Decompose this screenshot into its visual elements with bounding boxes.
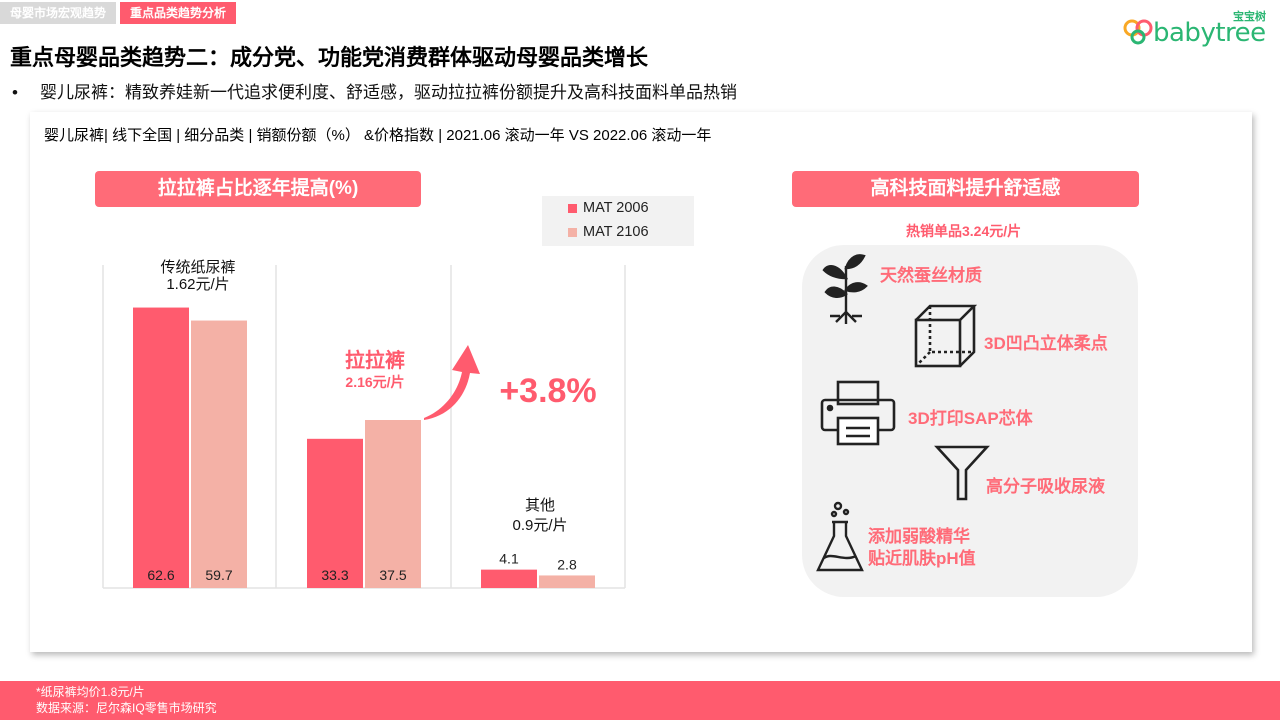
flask-icon [816, 501, 864, 572]
feature-ph-line2: 贴近肌肤pH值 [868, 549, 976, 568]
legend-item-mat2106: MAT 2106 [542, 220, 694, 244]
legend-swatch-mat2106 [568, 227, 577, 237]
hot-item-label: 热销单品3.24元/片 [906, 223, 1022, 239]
legend-label-mat2106: MAT 2106 [583, 224, 649, 240]
footer-note: *纸尿裤均价1.8元/片 [36, 685, 145, 699]
legend-item-mat2006: MAT 2006 [542, 196, 694, 220]
logo-mark-icon [1123, 19, 1153, 45]
legend-label-mat2006: MAT 2006 [583, 200, 649, 216]
logo-brand-text: babytree [1153, 18, 1266, 48]
tab-category-analysis[interactable]: 重点品类趋势分析 [120, 2, 237, 24]
bullet-text: 婴儿尿裤：精致养娃新一代追求便利度、舒适感，驱动拉拉裤份额提升及高科技面料单品热… [39, 83, 737, 102]
funnel-icon [934, 445, 990, 501]
right-section-pill: 高科技面料提升舒适感 [792, 171, 1139, 207]
chart-subtitle: 婴儿尿裤| 线下全国 | 细分品类 | 销额份额（%） &价格指数 | 2021… [44, 127, 712, 144]
babytree-logo: babytree 宝宝树 [1123, 8, 1268, 48]
feature-3d-sap: 3D打印SAP芯体 [908, 409, 1033, 428]
bullet-point: • 婴儿尿裤：精致养娃新一代追求便利度、舒适感，驱动拉拉裤份额提升及高科技面料单品… [12, 78, 737, 103]
feature-absorb: 高分子吸收尿液 [986, 477, 1105, 496]
footer-source: 数据来源：尼尔森IQ零售市场研究 [36, 701, 217, 715]
bullet-dot: • [12, 83, 18, 102]
feature-silk: 天然蚕丝材质 [880, 266, 982, 285]
cube-icon [914, 304, 978, 368]
chart-legend: MAT 2006 MAT 2106 [542, 196, 694, 246]
left-section-pill: 拉拉裤占比逐年提高(%) [95, 171, 421, 207]
tab-macro-trend[interactable]: 母婴市场宏观趋势 [0, 2, 117, 24]
feature-ph-line1: 添加弱酸精华 [868, 527, 970, 546]
logo-cn-text: 宝宝树 [1233, 11, 1266, 23]
footer-bar: *纸尿裤均价1.8元/片 数据来源：尼尔森IQ零售市场研究 [0, 681, 1280, 720]
printer-icon [820, 380, 896, 446]
feature-3d-soft: 3D凹凸立体柔点 [984, 334, 1108, 353]
feature-ph: 添加弱酸精华 贴近肌肤pH值 [868, 526, 976, 570]
page-title: 重点母婴品类趋势二：成分党、功能党消费群体驱动母婴品类增长 [10, 45, 649, 70]
legend-swatch-mat2006 [568, 203, 577, 213]
plant-icon [822, 254, 868, 324]
section-tabs: 母婴市场宏观趋势 重点品类趋势分析 [0, 2, 237, 24]
